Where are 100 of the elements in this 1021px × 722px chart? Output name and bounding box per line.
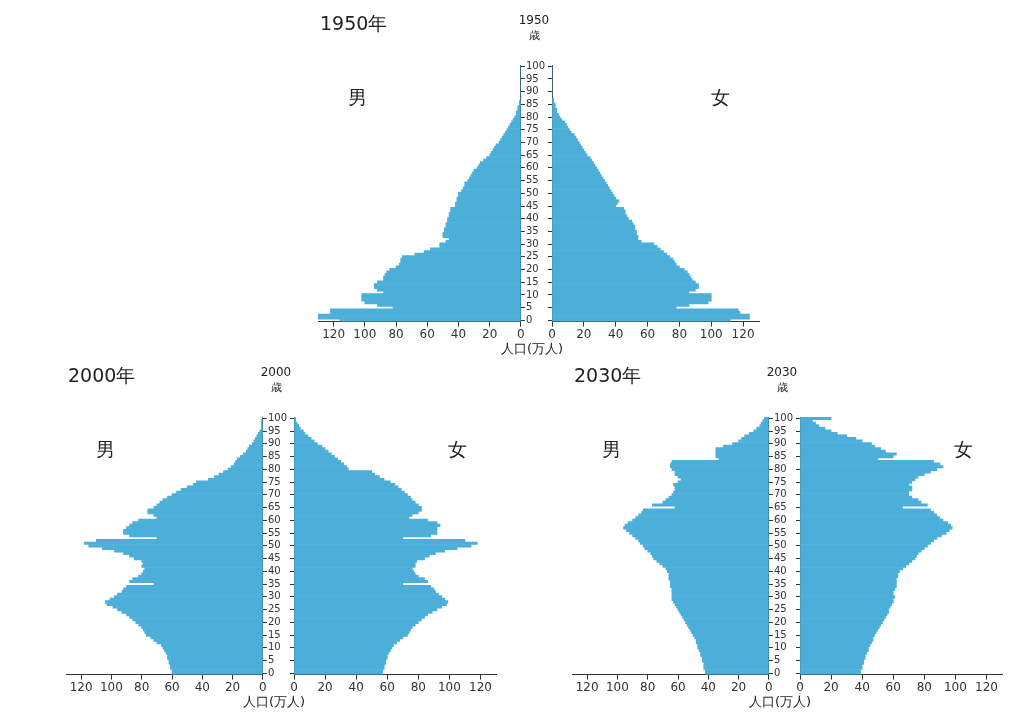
y-tick-label: 55 bbox=[267, 526, 281, 538]
y-tick-label: 65 bbox=[267, 501, 281, 513]
y-tick-label: 70 bbox=[773, 488, 787, 500]
x-tick-label: 60 bbox=[164, 679, 180, 694]
x-tick-label: 20 bbox=[730, 679, 747, 694]
y-tick-label: 20 bbox=[773, 615, 787, 627]
y-tick-label: 95 bbox=[773, 424, 787, 436]
y-tick-label: 75 bbox=[267, 475, 281, 487]
y-tick-label: 80 bbox=[267, 462, 281, 474]
x-tick-label: 60 bbox=[419, 326, 435, 341]
y-axis-title: 歳 bbox=[527, 28, 541, 43]
x-tick-label: 100 bbox=[943, 679, 967, 694]
chart-title: 2000年 bbox=[68, 363, 136, 388]
y-tick-label: 5 bbox=[267, 654, 275, 666]
y-tick-label: 45 bbox=[773, 552, 787, 564]
y-tick-label: 30 bbox=[525, 237, 539, 249]
y-tick-label: 10 bbox=[525, 288, 539, 300]
text: 1950 bbox=[517, 13, 551, 27]
y-tick-label: 90 bbox=[773, 437, 787, 449]
y-tick-label: 50 bbox=[267, 539, 281, 551]
text: 2030 bbox=[765, 365, 799, 379]
y-tick-label: 45 bbox=[525, 199, 539, 211]
y-tick-label: 65 bbox=[773, 501, 787, 513]
x-tick-label: 120 bbox=[69, 679, 93, 694]
y-tick-label: 100 bbox=[773, 411, 794, 423]
y-tick-label: 40 bbox=[773, 564, 787, 576]
x-tick-label: 20 bbox=[317, 679, 333, 694]
x-tick-label: 120 bbox=[731, 326, 755, 341]
y-tick-label: 40 bbox=[525, 212, 539, 224]
y-tick-label: 85 bbox=[525, 97, 539, 109]
y-tick-label: 60 bbox=[267, 513, 281, 525]
y-tick-label: 15 bbox=[773, 628, 787, 640]
x-tick-label: 20 bbox=[482, 326, 498, 341]
y-tick-label: 50 bbox=[525, 186, 539, 198]
y-tick-label: 20 bbox=[267, 615, 281, 627]
y-tick-label: 60 bbox=[525, 161, 539, 173]
x-tick-label: 0 bbox=[796, 679, 804, 694]
x-tick-label: 40 bbox=[700, 679, 716, 694]
y-tick-label: 100 bbox=[525, 59, 546, 71]
y-tick-label: 45 bbox=[267, 552, 281, 564]
y-tick-label: 25 bbox=[525, 250, 539, 262]
x-tick-label: 80 bbox=[134, 679, 150, 694]
x-tick-label: 60 bbox=[639, 326, 656, 341]
x-tick-label: 40 bbox=[608, 326, 624, 341]
y-tick-label: 55 bbox=[773, 526, 787, 538]
text: 女 bbox=[711, 85, 730, 110]
x-tick-label: 100 bbox=[99, 679, 123, 694]
x-tick-label: 40 bbox=[450, 326, 467, 341]
y-tick-label: 30 bbox=[773, 590, 787, 602]
y-tick-label: 10 bbox=[773, 641, 787, 653]
x-tick-label: 40 bbox=[194, 679, 210, 694]
y-tick-label: 15 bbox=[525, 275, 539, 287]
x-tick-label: 0 bbox=[290, 679, 298, 694]
y-tick-label: 0 bbox=[773, 666, 781, 678]
y-axis-title: 歳 bbox=[269, 380, 283, 395]
y-tick-label: 20 bbox=[525, 263, 539, 275]
y-tick-label: 70 bbox=[525, 136, 539, 148]
x-tick-label: 80 bbox=[671, 326, 688, 341]
y-tick-label: 80 bbox=[773, 462, 787, 474]
x-tick-label: 40 bbox=[348, 679, 364, 694]
y-tick-label: 40 bbox=[267, 564, 281, 576]
y-tick-label: 100 bbox=[267, 411, 288, 423]
x-tick-label: 120 bbox=[469, 679, 492, 694]
y-tick-label: 35 bbox=[267, 577, 281, 589]
x-tick-label: 120 bbox=[975, 679, 998, 694]
x-tick-label: 100 bbox=[353, 326, 377, 341]
x-tick-label: 120 bbox=[322, 326, 346, 341]
x-axis-title: 人口(万人) bbox=[241, 693, 307, 711]
y-tick-label: 75 bbox=[773, 475, 787, 487]
x-tick-label: 100 bbox=[699, 326, 723, 341]
text: 男 bbox=[96, 437, 115, 462]
y-tick-label: 35 bbox=[525, 225, 539, 236]
y-tick-label: 70 bbox=[267, 488, 281, 500]
series-label: 女 bbox=[954, 437, 973, 462]
y-tick-label: 60 bbox=[773, 513, 787, 525]
text: 男 bbox=[602, 437, 621, 462]
text: 男 bbox=[348, 85, 367, 110]
y-tick-label: 95 bbox=[525, 72, 539, 84]
y-tick-label: 0 bbox=[525, 313, 533, 325]
x-tick-label: 80 bbox=[640, 679, 656, 694]
y-tick-label: 30 bbox=[267, 590, 281, 602]
x-tick-label: 40 bbox=[854, 679, 870, 694]
x-axis-title: 人口(万人) bbox=[747, 693, 813, 711]
x-tick-label: 20 bbox=[823, 679, 839, 694]
y-tick-label: 65 bbox=[525, 148, 539, 160]
y-axis-title: 歳 bbox=[775, 380, 789, 395]
x-tick-label: 120 bbox=[575, 679, 599, 694]
x-tick-label: 60 bbox=[379, 679, 395, 694]
y-tick-label: 85 bbox=[773, 450, 787, 462]
x-tick-label: 0 bbox=[548, 326, 556, 341]
y-tick-label: 75 bbox=[525, 123, 539, 135]
y-tick-label: 95 bbox=[267, 424, 281, 436]
x-tick-label: 100 bbox=[437, 679, 461, 694]
x-tick-label: 60 bbox=[670, 679, 686, 694]
y-tick-label: 35 bbox=[773, 577, 787, 589]
x-axis-title: 人口(万人) bbox=[499, 340, 565, 358]
y-tick-label: 55 bbox=[525, 174, 539, 186]
y-tick-label: 25 bbox=[773, 603, 787, 615]
y-tick-label: 0 bbox=[267, 666, 275, 678]
x-tick-label: 100 bbox=[605, 679, 629, 694]
